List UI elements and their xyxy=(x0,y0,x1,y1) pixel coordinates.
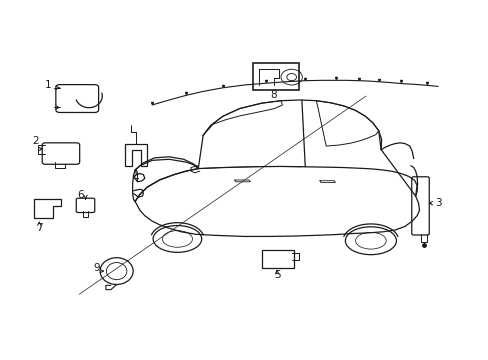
Text: 7: 7 xyxy=(36,222,42,233)
Text: 6: 6 xyxy=(77,190,83,201)
Text: 4: 4 xyxy=(132,173,139,183)
Text: 3: 3 xyxy=(434,198,441,208)
Text: 9: 9 xyxy=(94,263,100,273)
Text: 2: 2 xyxy=(33,136,39,146)
Text: 1: 1 xyxy=(45,80,52,90)
Text: 8: 8 xyxy=(270,90,276,100)
Text: 5: 5 xyxy=(273,270,280,280)
